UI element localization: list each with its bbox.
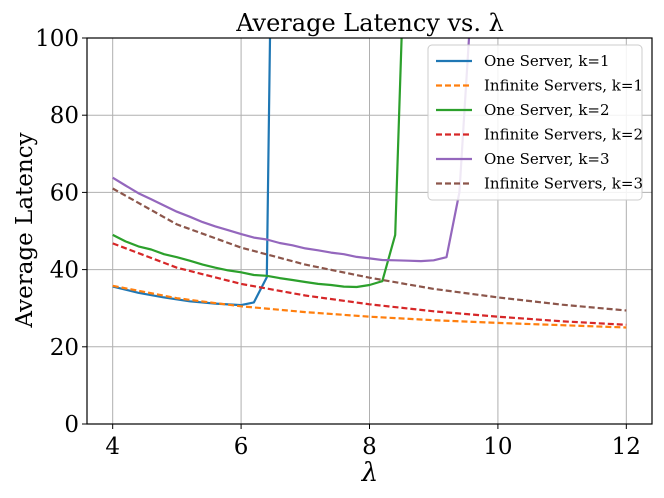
y-axis-label: Average Latency: [12, 132, 38, 328]
x-tick-label: 10: [483, 434, 512, 460]
x-axis-label: λ: [361, 458, 378, 488]
axis-ticks: 4 6 8 10 12 0 20 40 60 80 100: [35, 26, 641, 460]
series-line-3: [112, 38, 403, 289]
legend-label: Infinite Servers, k=3: [484, 175, 643, 193]
series-line-1: [112, 38, 272, 307]
x-tick-label: 4: [105, 434, 120, 460]
series-line-2: [112, 284, 627, 329]
y-tick-label: 40: [50, 258, 79, 284]
y-tick-label: 100: [35, 26, 79, 52]
x-tick-label: 12: [612, 434, 641, 460]
legend-box: [427, 44, 643, 201]
chart-title: Average Latency vs. λ: [235, 9, 504, 37]
legend-label: Infinite Servers, k=1: [484, 77, 643, 95]
y-tick-label: 20: [50, 335, 79, 361]
legend-label: One Server, k=2: [484, 101, 610, 119]
series-line-6: [112, 187, 627, 312]
legend-label: Infinite Servers, k=2: [484, 126, 643, 144]
series-line-4: [112, 242, 627, 326]
x-tick-label: 6: [234, 434, 249, 460]
series-line-5: [112, 38, 471, 263]
y-tick-label: 80: [50, 103, 79, 129]
legend-label: One Server, k=1: [484, 52, 610, 70]
y-tick-label: 0: [64, 412, 79, 438]
y-tick-label: 60: [50, 180, 79, 206]
legend-label: One Server, k=3: [484, 150, 610, 168]
legend: One Server, k=1 Infinite Servers, k=1 One …: [427, 44, 643, 201]
plot-series: [112, 38, 627, 329]
x-tick-label: 8: [362, 434, 377, 460]
